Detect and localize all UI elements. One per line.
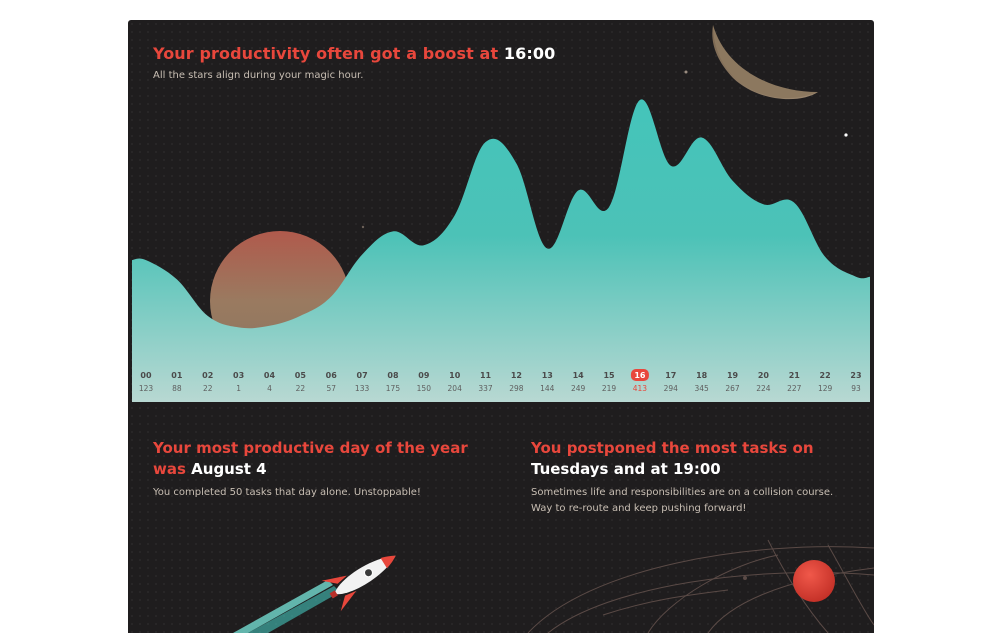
hour-tick-label: 10 bbox=[449, 371, 461, 380]
hour-tick-label: 20 bbox=[758, 371, 770, 380]
best-day-date: August 4 bbox=[191, 460, 267, 478]
postponed-description-line2: Way to re-route and keep pushing forward… bbox=[531, 503, 747, 514]
hour-value-label: 144 bbox=[540, 384, 555, 393]
hour-value-label: 4 bbox=[267, 384, 272, 393]
hour-tick-label: 22 bbox=[820, 371, 831, 380]
hourly-area-series bbox=[132, 99, 870, 402]
hour-tick-label: 02 bbox=[202, 371, 213, 380]
hour-value-label: 22 bbox=[296, 384, 306, 393]
star-icon bbox=[844, 133, 848, 137]
star-icon bbox=[684, 70, 688, 74]
postponed-title: You postponed the most tasks on bbox=[531, 439, 814, 457]
hour-tick-label: 11 bbox=[480, 371, 492, 380]
hour-value-label: 1 bbox=[236, 384, 241, 393]
best-day-was: was bbox=[153, 460, 186, 478]
hour-tick-label: 09 bbox=[418, 371, 430, 380]
postponed-section: You postponed the most tasks on Tuesdays… bbox=[531, 438, 861, 517]
hour-value-label: 175 bbox=[386, 384, 401, 393]
postponed-detail: Tuesdays and at 19:00 bbox=[531, 460, 721, 478]
hour-labels: 00 123 01 88 02 22 03 1 04 4 05 22 06 57 07 133 08 175 09 1… bbox=[139, 369, 862, 393]
hour-value-label: 227 bbox=[787, 384, 802, 393]
rocket-icon bbox=[233, 555, 396, 633]
star-icon bbox=[361, 225, 365, 229]
area-layer bbox=[132, 99, 870, 402]
postponed-description-line1: Sometimes life and responsibilities are … bbox=[531, 487, 834, 498]
hour-value-label: 22 bbox=[203, 384, 213, 393]
hour-value-label: 150 bbox=[417, 384, 432, 393]
hour-tick-label: 12 bbox=[511, 371, 522, 380]
hour-value-label: 224 bbox=[756, 384, 771, 393]
hour-tick-label: 05 bbox=[295, 371, 307, 380]
hour-value-label: 204 bbox=[448, 384, 463, 393]
hour-tick-label: 08 bbox=[387, 371, 399, 380]
hour-tick-label: 13 bbox=[542, 371, 553, 380]
hour-value-label: 57 bbox=[326, 384, 336, 393]
best-day-section: Your most productive day of the year was… bbox=[153, 438, 483, 501]
hour-value-label: 93 bbox=[851, 384, 861, 393]
page-title: Your productivity often got a boost at 1… bbox=[153, 44, 555, 63]
hour-value-label: 249 bbox=[571, 384, 586, 393]
hour-tick-label: 15 bbox=[603, 371, 615, 380]
moon-icon bbox=[712, 25, 818, 100]
hour-tick-label: 00 bbox=[140, 371, 152, 380]
productivity-report-card: 00 123 01 88 02 22 03 1 04 4 05 22 06 57 07 133 08 175 09 1… bbox=[128, 20, 874, 633]
hour-value-label: 345 bbox=[694, 384, 709, 393]
hour-tick-label: 01 bbox=[171, 371, 183, 380]
headline-prefix: Your productivity often got a boost at bbox=[153, 44, 499, 63]
highlight-hour-badge bbox=[630, 369, 649, 381]
hour-value-label: 294 bbox=[664, 384, 679, 393]
best-day-title: Your most productive day of the year bbox=[153, 439, 468, 457]
hour-tick-label: 06 bbox=[326, 371, 338, 380]
hour-value-label: 219 bbox=[602, 384, 617, 393]
page-subtitle: All the stars align during your magic ho… bbox=[153, 70, 364, 81]
hour-tick-label: 23 bbox=[850, 371, 861, 380]
hour-tick-label: 21 bbox=[789, 371, 801, 380]
hour-tick-label: 17 bbox=[665, 371, 676, 380]
hour-value-label: 133 bbox=[355, 384, 370, 393]
red-planet-icon bbox=[793, 560, 835, 602]
hour-tick-label: 18 bbox=[696, 371, 708, 380]
hour-chart-scene: 00 123 01 88 02 22 03 1 04 4 05 22 06 57 07 133 08 175 09 1… bbox=[132, 25, 874, 633]
headline-hour: 16:00 bbox=[503, 44, 556, 63]
hour-tick-label: 16 bbox=[634, 371, 646, 380]
hour-value-label: 298 bbox=[509, 384, 524, 393]
hour-tick-label: 03 bbox=[233, 371, 244, 380]
hour-value-label: 129 bbox=[818, 384, 833, 393]
hour-tick-label: 14 bbox=[573, 371, 585, 380]
hour-value-label: 267 bbox=[725, 384, 740, 393]
best-day-description: You completed 50 tasks that day alone. U… bbox=[153, 487, 421, 498]
hour-value-label: 88 bbox=[172, 384, 182, 393]
hour-value-label: 337 bbox=[478, 384, 493, 393]
hour-tick-label: 04 bbox=[264, 371, 276, 380]
hour-value-label: 413 bbox=[633, 384, 648, 393]
hour-tick-label: 19 bbox=[727, 371, 739, 380]
hour-tick-label: 07 bbox=[357, 371, 368, 380]
hour-value-label: 123 bbox=[139, 384, 154, 393]
